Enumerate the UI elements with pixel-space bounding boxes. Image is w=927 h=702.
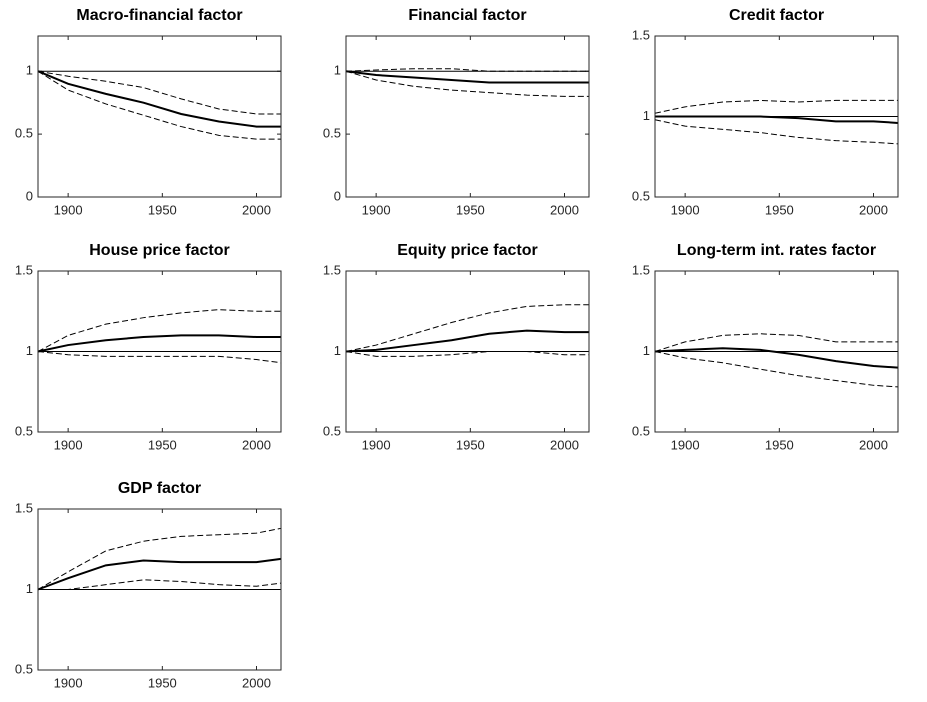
y-tick-label: 0 [334, 188, 341, 203]
series-line [37, 351, 282, 364]
series-line [654, 119, 899, 145]
x-tick-label: 1950 [148, 202, 177, 217]
x-tick-label: 2000 [859, 202, 888, 217]
panel-title: Financial factor [408, 7, 526, 24]
plot-frame [345, 35, 590, 198]
x-tick-label: 2000 [242, 202, 271, 217]
series-line [345, 70, 589, 97]
series-line [345, 70, 589, 84]
x-tick-label: 1900 [54, 437, 83, 452]
series-line [345, 351, 589, 357]
y-tick-label: 1 [334, 343, 341, 358]
y-tick-label: 0 [26, 188, 33, 203]
plot-frame [37, 508, 282, 671]
y-tick-label: 0.5 [323, 423, 341, 438]
series-line [345, 329, 589, 353]
x-tick-label: 1950 [148, 675, 177, 690]
panel-title: GDP factor [118, 480, 201, 497]
series-line [37, 70, 281, 128]
y-tick-label: 1 [26, 581, 33, 596]
x-tick-label: 1950 [765, 437, 794, 452]
y-tick-label: 1 [643, 343, 650, 358]
x-tick-label: 1950 [765, 202, 794, 217]
x-tick-label: 2000 [859, 437, 888, 452]
plot-frame [654, 35, 899, 198]
y-tick-label: 1.5 [15, 262, 33, 277]
x-tick-label: 1900 [362, 202, 391, 217]
series-line [345, 304, 589, 352]
panel-title: House price factor [89, 242, 229, 259]
panel-title: Macro-financial factor [76, 7, 242, 24]
x-tick-label: 2000 [550, 202, 579, 217]
series-line [654, 351, 899, 388]
x-tick-label: 1900 [671, 202, 700, 217]
series-line [37, 309, 281, 352]
y-tick-label: 1 [643, 108, 650, 123]
y-tick-label: 1.5 [632, 262, 650, 277]
y-tick-label: 1.5 [323, 262, 341, 277]
panel-title: Credit factor [729, 7, 824, 24]
x-tick-label: 1900 [671, 437, 700, 452]
series-line [37, 334, 281, 353]
series-line [654, 99, 898, 114]
x-tick-label: 1900 [362, 437, 391, 452]
y-tick-label: 1 [334, 63, 341, 78]
x-tick-label: 1900 [54, 675, 83, 690]
series-line [38, 579, 282, 590]
y-tick-label: 1 [26, 63, 33, 78]
panel-title: Equity price factor [397, 242, 537, 259]
series-line [37, 70, 281, 115]
series-line [37, 527, 282, 590]
series-line [345, 68, 589, 72]
x-tick-label: 2000 [550, 437, 579, 452]
x-tick-label: 1950 [456, 202, 485, 217]
plot-frame [37, 35, 282, 198]
y-tick-label: 0.5 [15, 661, 33, 676]
series-line [37, 557, 282, 591]
series-line [655, 115, 899, 124]
x-tick-label: 2000 [242, 675, 271, 690]
y-tick-label: 0.5 [323, 126, 341, 141]
series-line [654, 333, 898, 352]
y-tick-label: 0.5 [15, 423, 33, 438]
y-tick-label: 1.5 [15, 500, 33, 515]
x-tick-label: 1900 [54, 202, 83, 217]
y-tick-label: 1.5 [632, 27, 650, 42]
plot-frame [37, 270, 282, 433]
panel-title: Long-term int. rates factor [677, 242, 876, 259]
x-tick-label: 2000 [242, 437, 271, 452]
x-tick-label: 1950 [456, 437, 485, 452]
y-tick-label: 0.5 [632, 188, 650, 203]
y-tick-label: 0.5 [632, 423, 650, 438]
plot-frame [345, 270, 590, 433]
y-tick-label: 1 [26, 343, 33, 358]
series-line [37, 70, 281, 140]
x-tick-label: 1950 [148, 437, 177, 452]
plot-frame [654, 270, 899, 433]
y-tick-label: 0.5 [15, 126, 33, 141]
series-line [654, 347, 899, 369]
